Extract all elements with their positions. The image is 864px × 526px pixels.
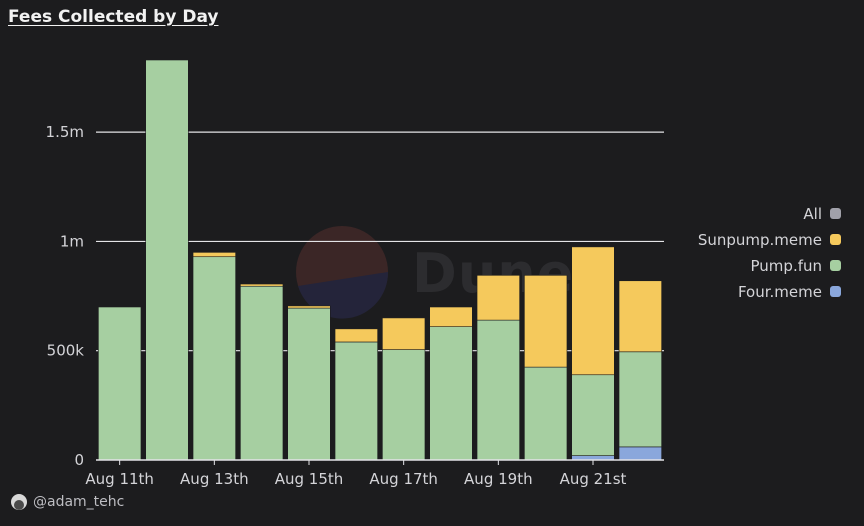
legend-item-pumpfun[interactable]: Pump.fun	[751, 256, 841, 275]
bar-segment-sunpump-meme[interactable]	[240, 283, 284, 287]
x-tick-label: Aug 17th	[369, 470, 438, 488]
legend-label-pumpfun: Pump.fun	[750, 256, 822, 275]
bar-segment-pump-fun[interactable]	[618, 351, 662, 448]
bar-segment-pump-fun[interactable]	[524, 366, 568, 461]
legend-label-sunpump: Sunpump.meme	[697, 230, 822, 249]
bar-segment-pump-fun[interactable]	[334, 341, 378, 461]
bar-segment-pump-fun[interactable]	[429, 326, 473, 461]
author-handle: @adam_tehc	[33, 494, 125, 510]
y-tick-label: 1.5m	[46, 123, 84, 141]
legend-swatch-sunpump	[830, 234, 841, 245]
legend: All Sunpump.meme Pump.fun Four.meme	[698, 204, 841, 301]
bar-segment-sunpump-meme[interactable]	[334, 328, 378, 343]
author-credit[interactable]: @adam_tehc	[11, 494, 124, 510]
legend-label-all: All	[803, 204, 822, 223]
bar-segment-pump-fun[interactable]	[145, 59, 189, 461]
bar-segment-sunpump-meme[interactable]	[524, 275, 568, 368]
bar-segment-sunpump-meme[interactable]	[429, 306, 473, 327]
bar-segment-pump-fun[interactable]	[192, 256, 236, 461]
legend-item-all[interactable]: All	[803, 204, 841, 223]
bar-segment-pump-fun[interactable]	[382, 349, 426, 461]
x-tick-label: Aug 13th	[180, 470, 249, 488]
x-tick-label: Aug 19th	[464, 470, 533, 488]
y-tick-label: 1m	[60, 232, 84, 250]
x-tick-label: Aug 11th	[85, 470, 154, 488]
legend-swatch-fourmeme	[830, 286, 841, 297]
bar-segment-four-meme[interactable]	[618, 446, 662, 461]
x-tick-label: Aug 21st	[560, 470, 627, 488]
y-tick-label: 500k	[47, 342, 85, 360]
bar-segment-sunpump-meme[interactable]	[382, 317, 426, 350]
x-tick-label: Aug 15th	[275, 470, 344, 488]
bar-segment-pump-fun[interactable]	[571, 374, 615, 456]
legend-item-fourmeme[interactable]: Four.meme	[738, 282, 841, 301]
bar-segment-sunpump-meme[interactable]	[192, 252, 236, 258]
chart-title[interactable]: Fees Collected by Day	[8, 7, 219, 27]
bar-segment-pump-fun[interactable]	[98, 306, 142, 461]
bar-segment-sunpump-meme[interactable]	[618, 280, 662, 353]
bar-segment-pump-fun[interactable]	[476, 319, 520, 461]
legend-swatch-all	[830, 208, 841, 219]
avatar-icon	[11, 494, 27, 510]
legend-item-sunpump[interactable]: Sunpump.meme	[698, 230, 841, 249]
legend-label-fourmeme: Four.meme	[737, 282, 822, 301]
bar-segment-sunpump-meme[interactable]	[571, 246, 615, 376]
bar-segment-pump-fun[interactable]	[240, 285, 284, 461]
bar-segment-sunpump-meme[interactable]	[287, 305, 331, 309]
y-tick-label: 0	[74, 451, 84, 469]
bar-segment-sunpump-meme[interactable]	[476, 275, 520, 321]
bar-segment-pump-fun[interactable]	[287, 307, 331, 461]
legend-swatch-pumpfun	[830, 260, 841, 271]
